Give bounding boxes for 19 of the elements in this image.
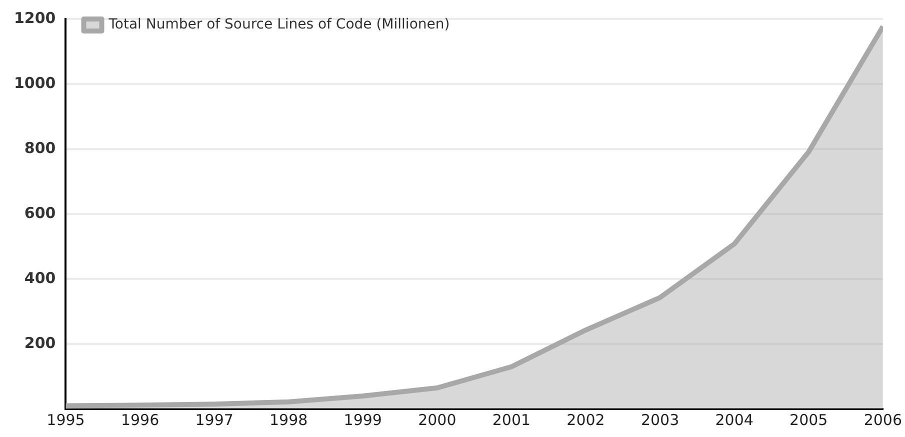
- legend-label: Total Number of Source Lines of Code (Millionen): [108, 16, 450, 33]
- y-tick-label: 400: [24, 268, 56, 287]
- x-tick-label: 1998: [270, 410, 308, 429]
- x-tick-label: 2005: [790, 410, 828, 429]
- x-tick-label: 2000: [418, 410, 456, 429]
- x-tick-label: 1996: [120, 410, 160, 429]
- x-tick-label: 2006: [864, 410, 902, 429]
- x-tick-label: 2004: [715, 410, 754, 429]
- y-tick-label: 800: [24, 138, 56, 157]
- x-tick-label: 1995: [46, 410, 85, 429]
- y-tick-label: 1200: [14, 8, 56, 27]
- x-tick-label: 1997: [195, 410, 234, 429]
- y-tick-label: 1000: [14, 74, 56, 92]
- y-tick-label: 200: [24, 334, 56, 352]
- x-tick-label: 2003: [640, 410, 680, 429]
- x-tick-label: 2002: [566, 410, 605, 429]
- x-tick-label: 1999: [344, 410, 382, 429]
- x-tick-label: 2001: [492, 410, 531, 429]
- y-tick-label: 600: [24, 204, 56, 222]
